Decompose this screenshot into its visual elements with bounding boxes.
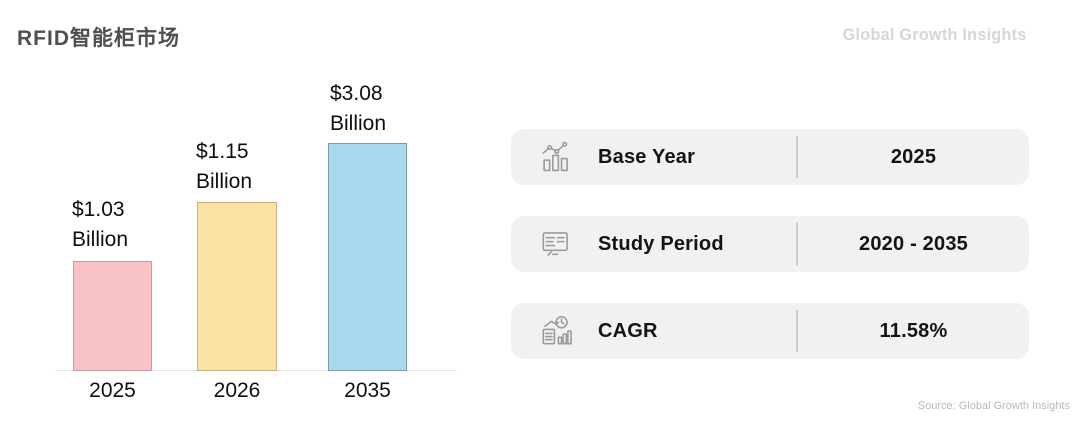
info-card-value: 2020 - 2035 [859, 233, 968, 255]
card-divider [796, 223, 798, 265]
bar-value-label: $3.08 Billion [330, 79, 386, 139]
info-card-study-period: Study Period 2020 - 2035 [511, 216, 1029, 272]
info-card-label: Study Period [598, 233, 724, 255]
bar-2035 [328, 143, 407, 371]
bar-value-line1: $3.08 [330, 82, 383, 105]
brand-logo: Global Growth Insights [843, 25, 1027, 44]
bar-value-label: $1.03 Billion [72, 195, 128, 255]
bar-value-line2: Billion [72, 228, 129, 251]
source-note: Source: Global Growth Insights [917, 400, 1070, 412]
bar-2026 [197, 202, 277, 371]
info-card-value: 2025 [890, 146, 937, 168]
info-card-base-year: Base Year 2025 [511, 129, 1029, 185]
info-card-label: CAGR [598, 320, 658, 342]
bar-2025 [73, 261, 152, 371]
bar-value-line2: Billion [196, 170, 253, 193]
bar-value-line1: $1.03 [72, 198, 125, 221]
bar-value-line2: Billion [330, 112, 387, 135]
x-tick-label: 2026 [213, 379, 261, 402]
bar-value-label: $1.15 Billion [196, 137, 252, 197]
growth-chart-icon [537, 138, 575, 176]
x-tick-label: 2025 [89, 379, 136, 402]
info-card-value: 11.58% [879, 320, 948, 342]
card-divider [796, 310, 798, 352]
x-tick-label: 2035 [344, 379, 391, 402]
info-card-cagr: CAGR 11.58% [511, 303, 1029, 359]
cagr-clock-chart-icon [537, 312, 575, 350]
bar-value-line1: $1.15 [196, 140, 249, 163]
page-title: RFID智能柜市场 [17, 27, 180, 50]
info-card-label: Base Year [598, 146, 696, 168]
report-board-icon [537, 225, 575, 263]
card-divider [796, 136, 798, 178]
